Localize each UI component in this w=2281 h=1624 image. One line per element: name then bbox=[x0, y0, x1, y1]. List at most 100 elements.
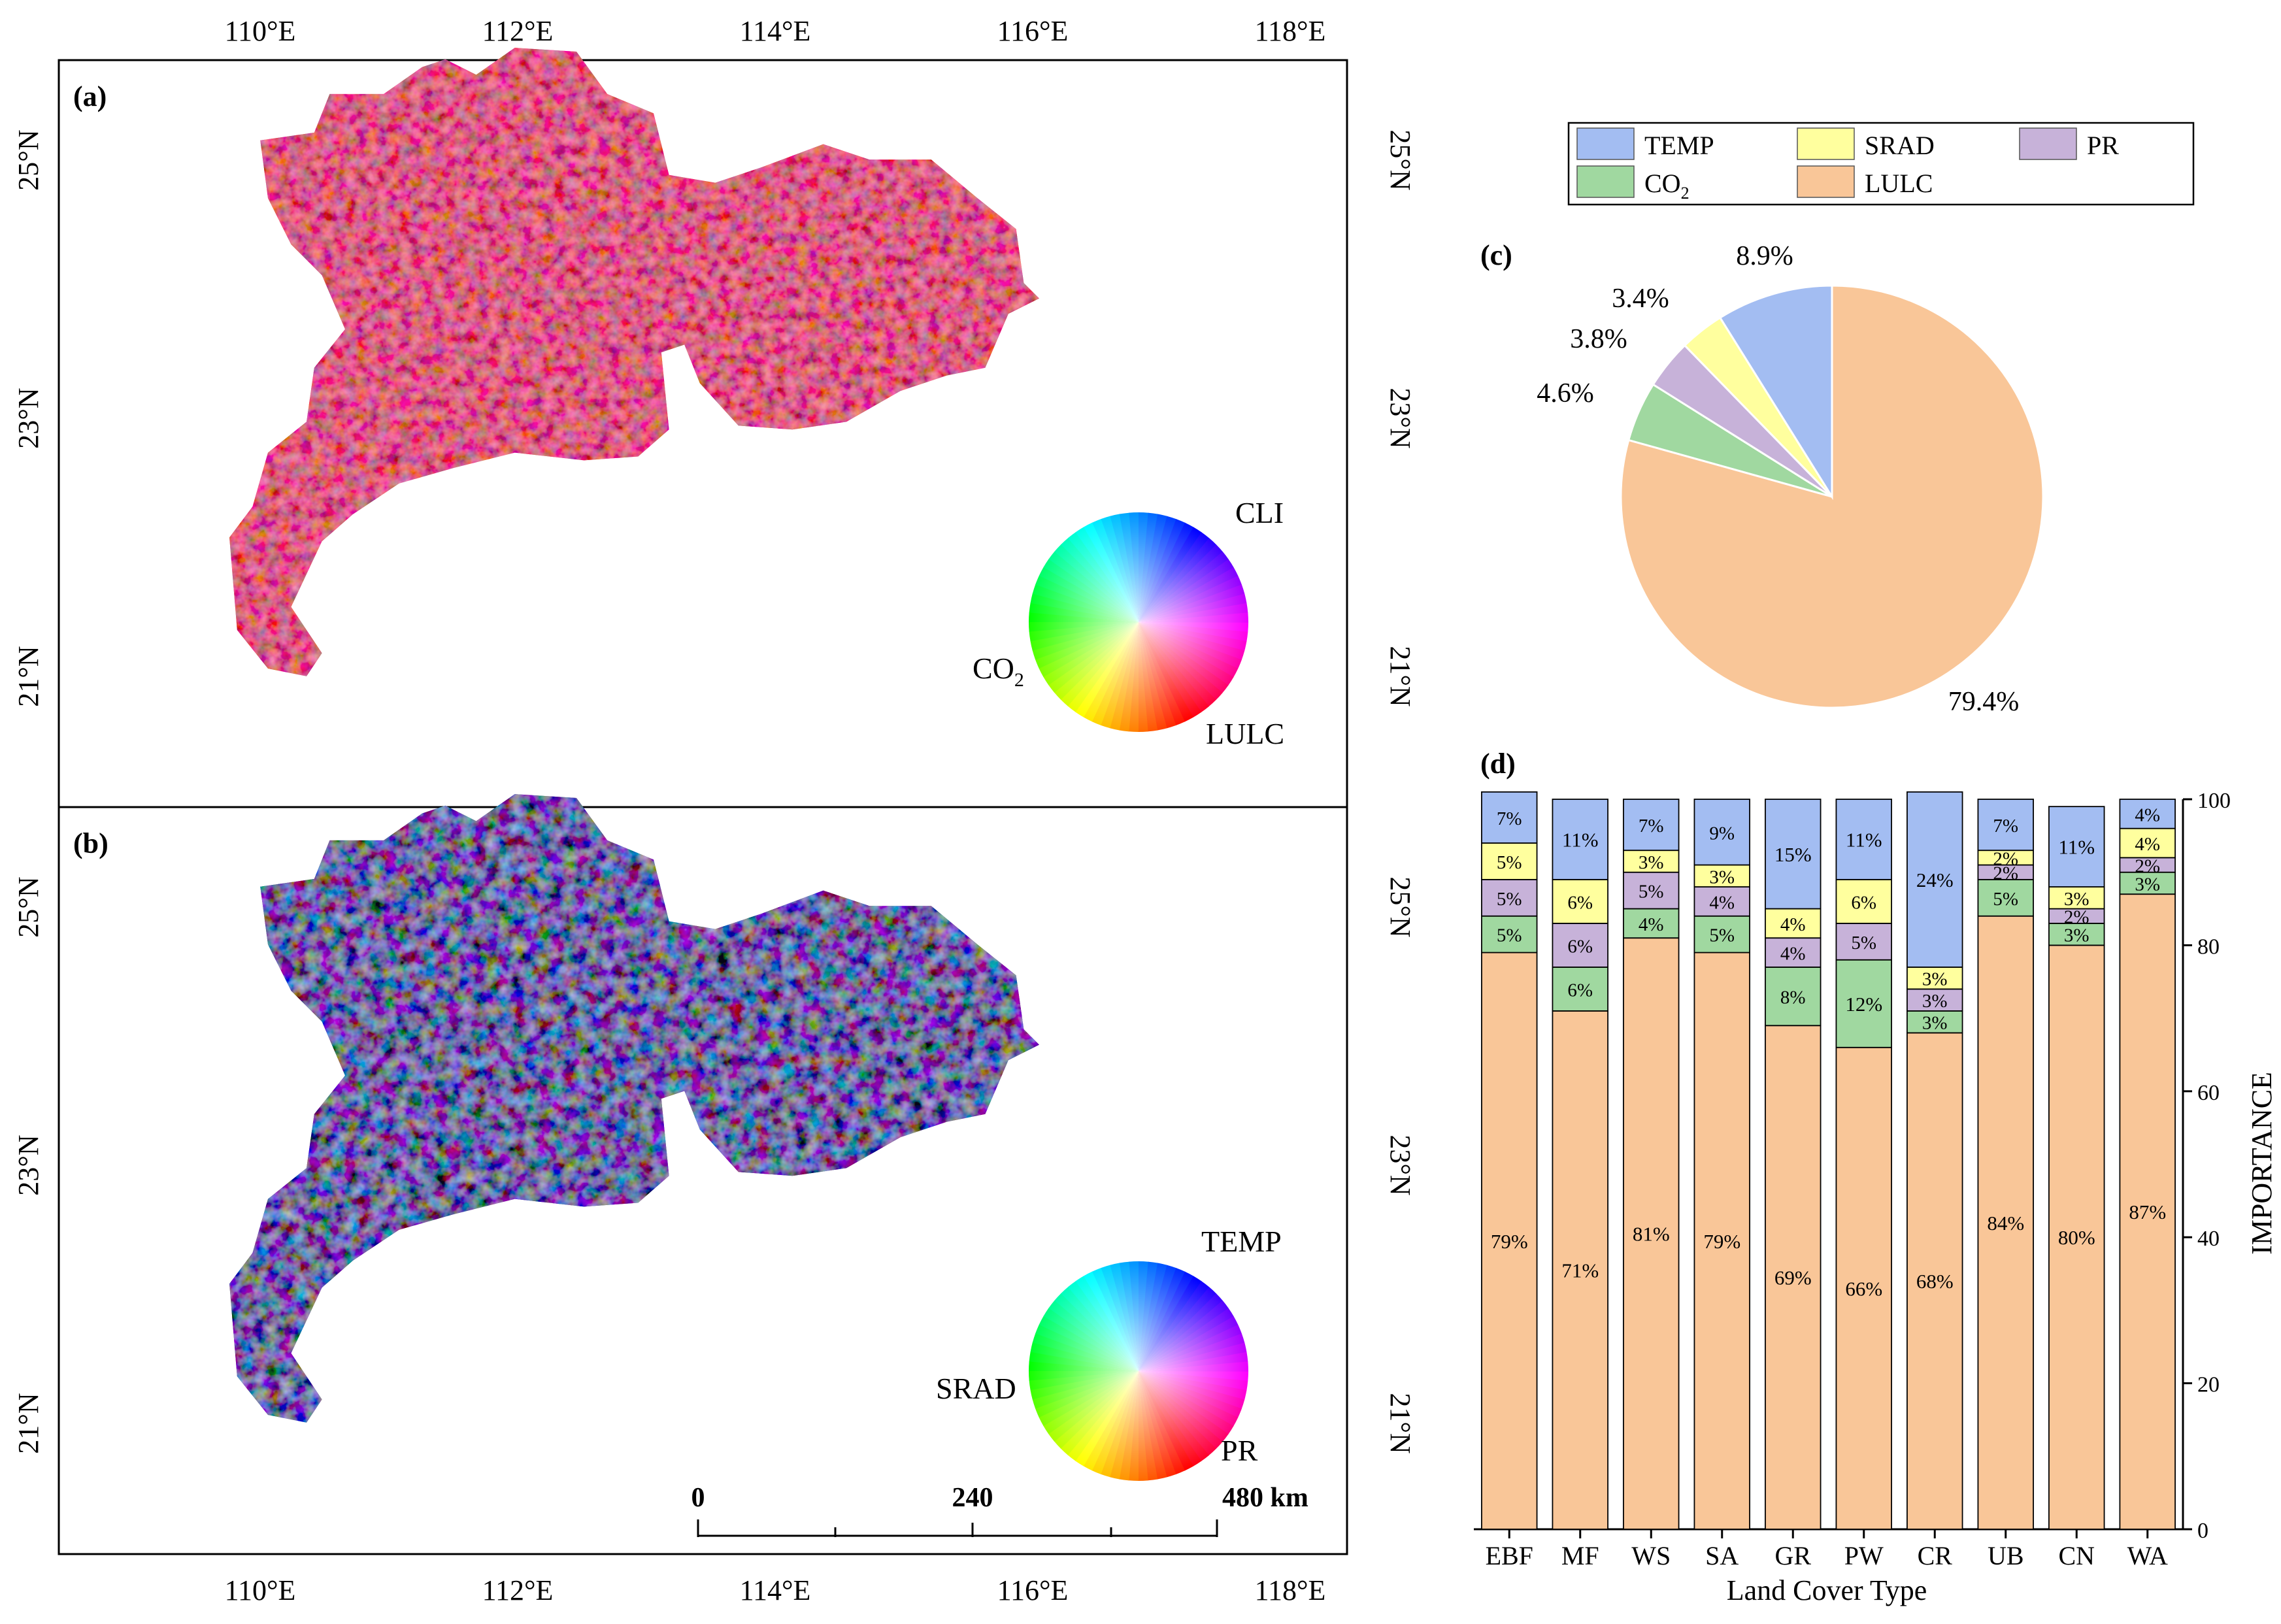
bar-segment-co2 bbox=[1906, 1010, 1963, 1034]
bar-segment-co2 bbox=[1623, 908, 1680, 939]
bar-value-label: 3% bbox=[2064, 889, 2090, 910]
legend-item-pr: PR bbox=[2019, 127, 2119, 160]
legend-box bbox=[1567, 122, 2195, 206]
lon-label: 114°E bbox=[740, 15, 811, 47]
legend-label: SRAD bbox=[1865, 131, 1935, 160]
bar-value-label: 3% bbox=[1922, 969, 1948, 990]
bar-value-label: 66% bbox=[1845, 1277, 1882, 1300]
y-tick-label: 0 bbox=[2197, 1519, 2208, 1543]
x-tick-label: MF bbox=[1561, 1541, 1599, 1570]
bar-value-label: 8% bbox=[1780, 987, 1806, 1008]
lon-label: 114°E bbox=[740, 1574, 811, 1606]
bar-segment-temp bbox=[1481, 791, 1538, 844]
lat-label: 25°N bbox=[1384, 876, 1416, 937]
scale-label-480: 480 km bbox=[1222, 1483, 1308, 1513]
bar-value-label: 2% bbox=[1993, 848, 2018, 869]
legend-item-lulc: LULC bbox=[1797, 165, 1933, 198]
scale-label-240: 240 bbox=[952, 1483, 993, 1513]
bar-segment-srad bbox=[1693, 864, 1750, 887]
panel-d-label: (d) bbox=[1480, 748, 1516, 780]
bar-segment-pr bbox=[1835, 922, 1892, 961]
legend-label: LULC bbox=[1865, 169, 1933, 198]
legend-label: CO2 bbox=[1644, 169, 1690, 203]
bar-segment-temp bbox=[1765, 799, 1822, 910]
lon-label: 110°E bbox=[225, 15, 296, 47]
wheel-center bbox=[1029, 1261, 1248, 1481]
lat-label: 21°N bbox=[12, 646, 44, 706]
bar-segment-co2 bbox=[1977, 878, 2034, 917]
bar-segment-pr bbox=[1693, 886, 1750, 917]
bar-value-label: 4% bbox=[2135, 804, 2160, 825]
lat-label: 25°N bbox=[1384, 129, 1416, 190]
x-tick-label: SA bbox=[1705, 1541, 1739, 1570]
bar-segment-pr bbox=[1623, 871, 1680, 910]
bar-value-label: 7% bbox=[1993, 816, 2018, 837]
lat-label: 21°N bbox=[1384, 1393, 1416, 1453]
longitude-labels-bottom: 110°E 112°E 114°E 116°E 118°E bbox=[225, 1574, 1326, 1606]
y-tick-label: 20 bbox=[2197, 1373, 2220, 1397]
bar-value-label: 69% bbox=[1774, 1267, 1812, 1289]
bar-segment-temp bbox=[2119, 799, 2176, 829]
lon-label: 112°E bbox=[482, 15, 554, 47]
bar-value-label: 3% bbox=[2135, 874, 2160, 895]
bar-segment-temp bbox=[1623, 799, 1680, 852]
legend-item-srad: SRAD bbox=[1797, 127, 1935, 160]
bar-value-label: 3% bbox=[1922, 1013, 1948, 1034]
pie-chart: (c) 79.4% 4.6% 3.8% 3.4% 8.9% bbox=[1480, 239, 2044, 717]
bar-value-label: 3% bbox=[1922, 991, 1948, 1012]
x-tick-label: WS bbox=[1631, 1541, 1671, 1570]
x-axis-title: Land Cover Type bbox=[1727, 1574, 1927, 1606]
bar-value-label: 6% bbox=[1851, 892, 1876, 913]
legend-item-co2: CO2 bbox=[1576, 165, 1690, 203]
panel-b-label: (b) bbox=[73, 827, 108, 859]
wheel-b-left-label: SRAD bbox=[936, 1372, 1016, 1405]
legend-label: TEMP bbox=[1644, 131, 1714, 160]
y-tick-label: 60 bbox=[2197, 1081, 2220, 1105]
bar-segment-lulc bbox=[2119, 893, 2176, 1530]
wheel-a-bottom-label: LULC bbox=[1206, 717, 1284, 750]
bar-segment-co2 bbox=[1552, 967, 1608, 1012]
bar-value-label: 7% bbox=[1639, 816, 1664, 837]
pie-slice-temp bbox=[1718, 284, 1833, 501]
lat-label: 23°N bbox=[1384, 388, 1416, 448]
y-tick-label: 80 bbox=[2197, 935, 2220, 959]
bar-value-label: 5% bbox=[1851, 933, 1876, 953]
legend-item-temp: TEMP bbox=[1576, 127, 1714, 160]
lat-label: 21°N bbox=[1384, 646, 1416, 706]
bar-segment-srad bbox=[2048, 886, 2105, 910]
lon-label: 118°E bbox=[1255, 15, 1326, 47]
bar-segment-pr bbox=[1552, 922, 1608, 968]
bar-segment-lulc bbox=[1835, 1046, 1892, 1530]
x-tick-label: CR bbox=[1918, 1541, 1953, 1570]
y-tick-label: 40 bbox=[2197, 1227, 2220, 1251]
lat-label: 23°N bbox=[12, 388, 44, 448]
bar-value-label: 7% bbox=[1497, 808, 1522, 829]
bar-value-label: 2% bbox=[2135, 856, 2160, 877]
x-tick-label: GR bbox=[1774, 1541, 1811, 1570]
lon-label: 116°E bbox=[997, 1574, 1069, 1606]
bar-value-label: 24% bbox=[1916, 869, 1954, 891]
bar-value-label: 5% bbox=[1497, 852, 1522, 873]
bar-value-label: 3% bbox=[2064, 925, 2090, 946]
pie-label-srad: 3.4% bbox=[1612, 284, 1669, 314]
bar-value-label: 3% bbox=[1709, 867, 1735, 887]
bar-value-label: 84% bbox=[1987, 1212, 2024, 1235]
bar-value-label: 79% bbox=[1491, 1230, 1528, 1253]
x-tick-label: EBF bbox=[1486, 1541, 1533, 1570]
bar-value-label: 11% bbox=[1846, 828, 1882, 851]
bar-value-label: 5% bbox=[1709, 925, 1735, 946]
bar-segment-co2 bbox=[2048, 922, 2105, 946]
bar-segment-lulc bbox=[1552, 1010, 1608, 1530]
lat-label: 25°N bbox=[12, 876, 44, 937]
latitude-labels: 25°N 23°N 21°N 25°N 23°N 21°N 25°N 23°N … bbox=[12, 129, 1416, 1453]
bar-segment-temp bbox=[1835, 799, 1892, 880]
bar-segment-lulc bbox=[1906, 1032, 1963, 1530]
panel-c-label: (c) bbox=[1480, 239, 1512, 271]
pie-label-co2: 4.6% bbox=[1537, 378, 1594, 408]
bar-value-label: 6% bbox=[1567, 980, 1593, 1001]
bar-segment-temp bbox=[1552, 799, 1608, 880]
bar-chart: (d) Land Cover Type IMPORTANCE 0 20 40 60 80… bbox=[1474, 748, 2278, 1606]
bar-value-label: 81% bbox=[1633, 1223, 1670, 1246]
wheel-a-left-label: CO2 bbox=[973, 652, 1024, 691]
